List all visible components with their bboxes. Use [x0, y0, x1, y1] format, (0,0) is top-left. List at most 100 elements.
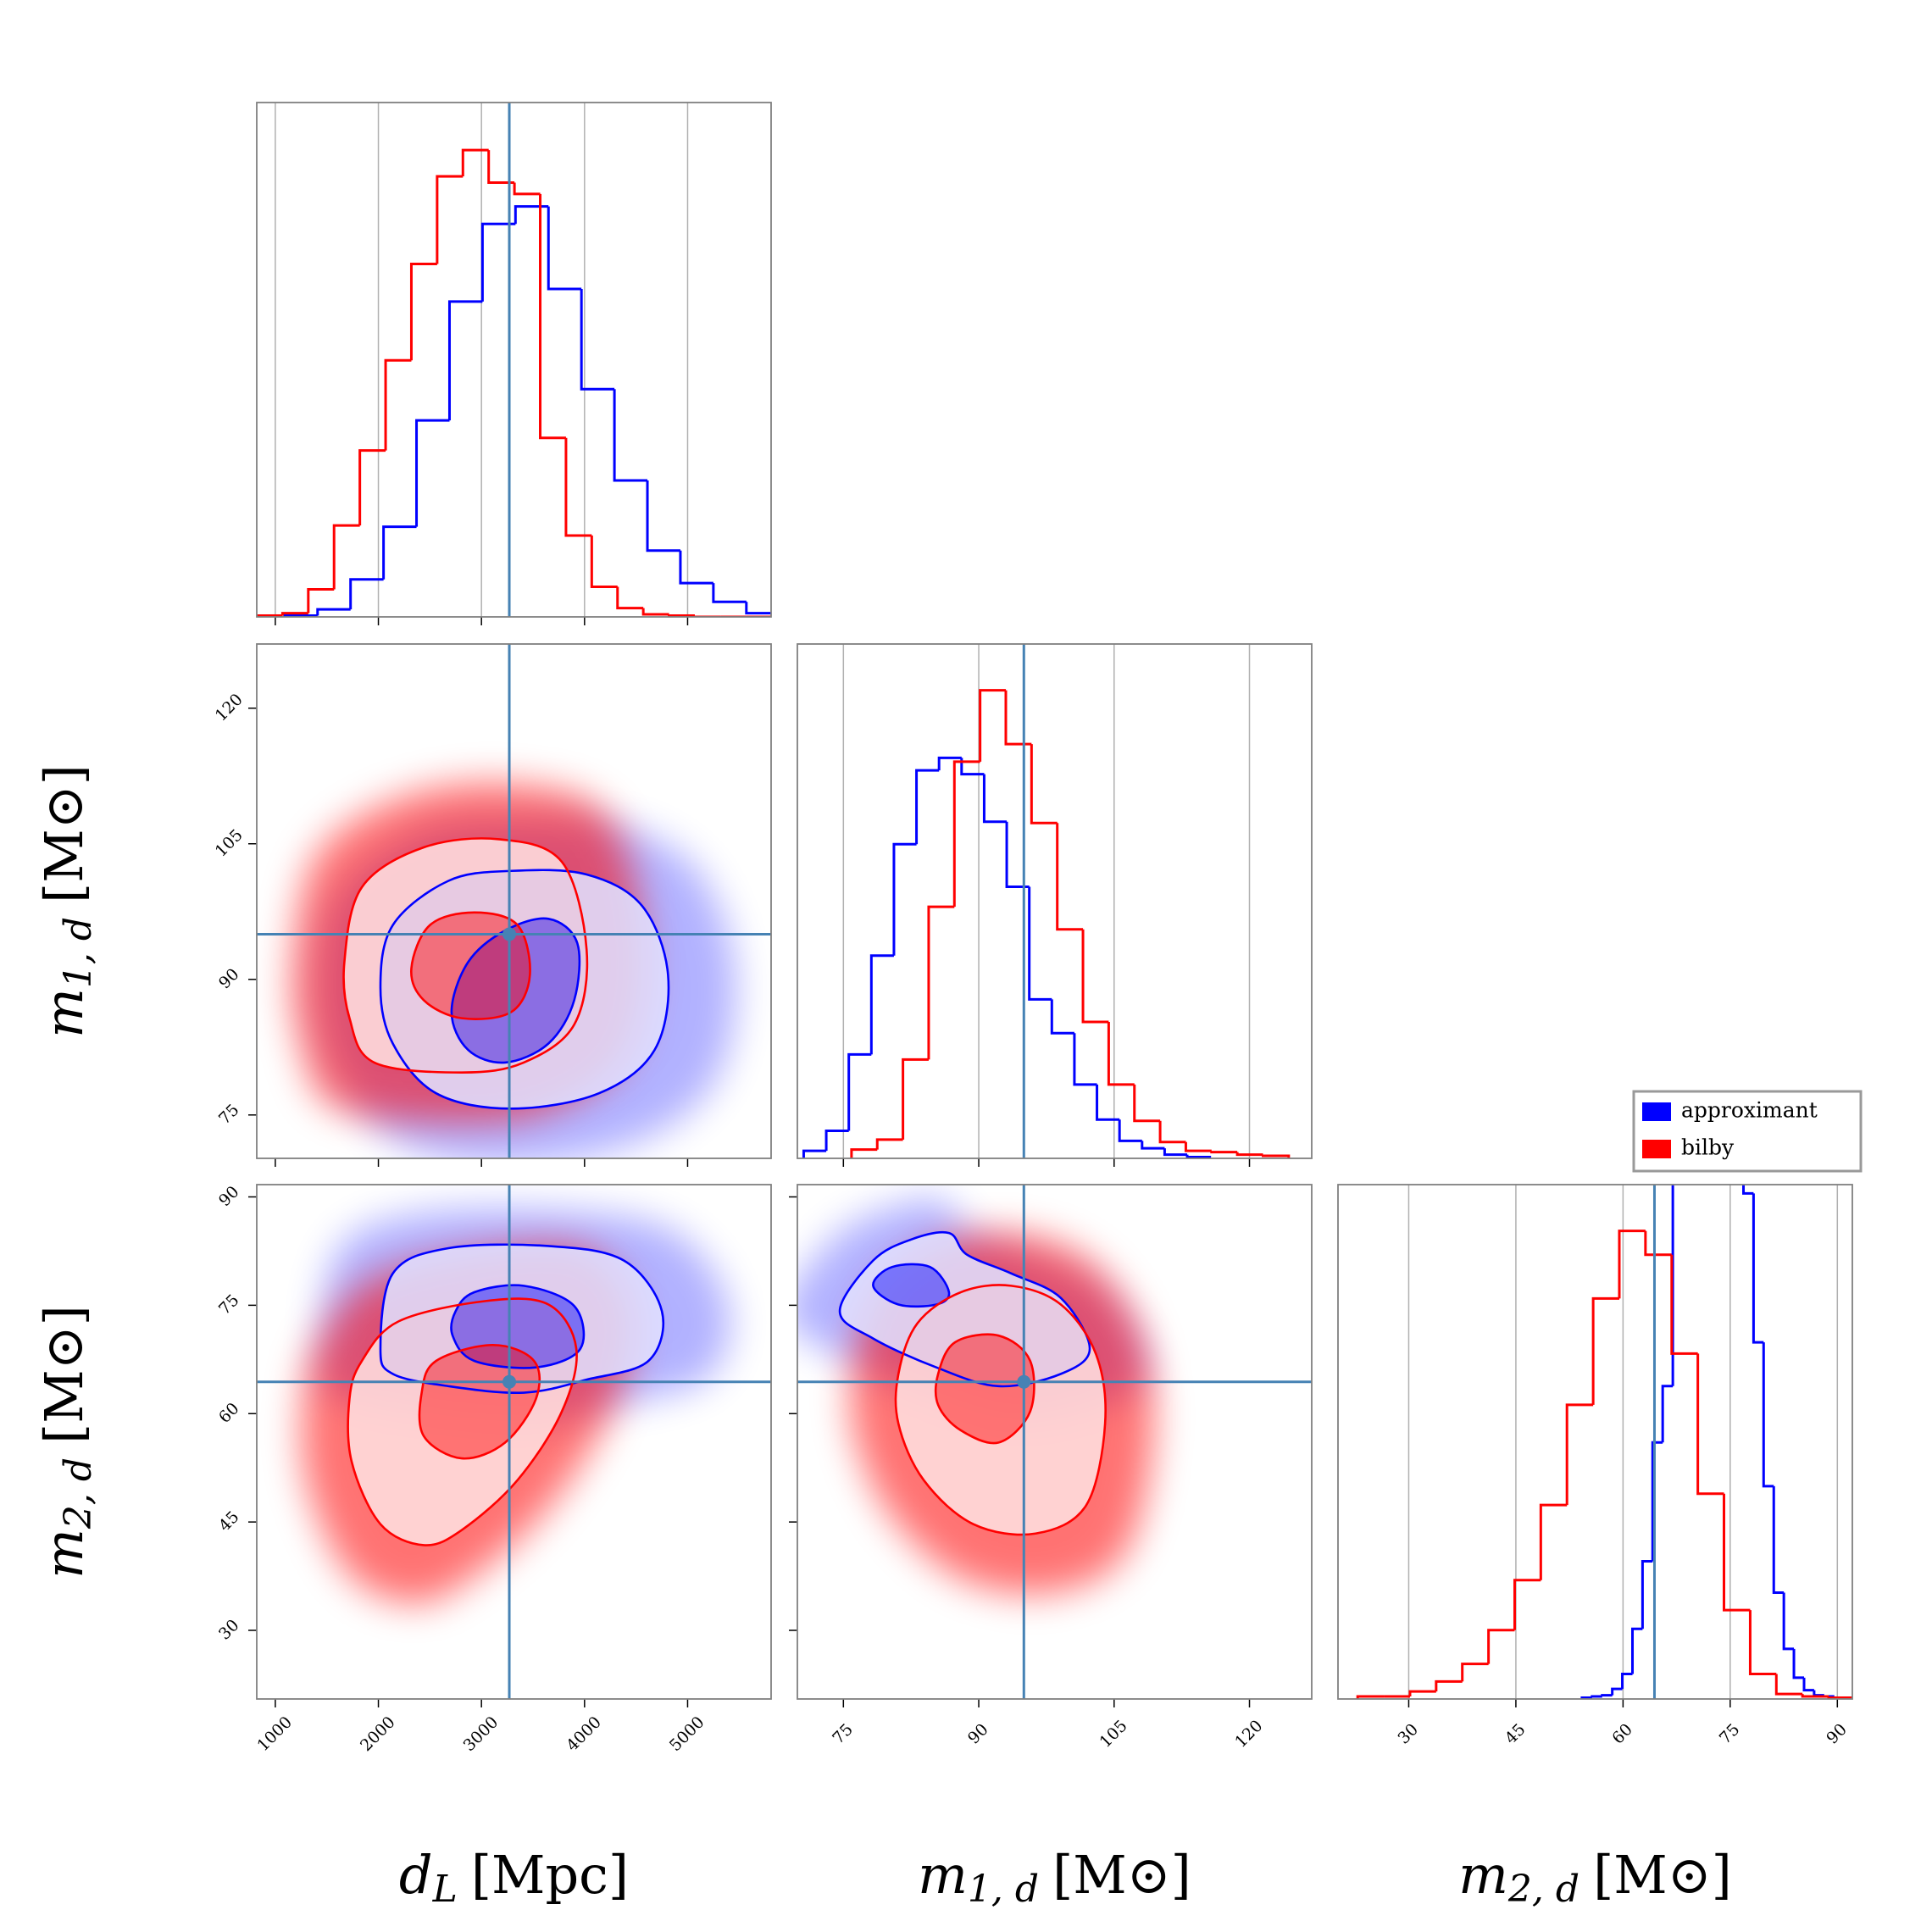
hist-step — [1073, 1033, 1097, 1086]
hist-step — [1641, 1560, 1653, 1629]
hist-step — [1752, 1193, 1764, 1344]
hist-step — [1792, 1648, 1805, 1679]
hist-step — [1651, 1441, 1663, 1562]
label-symbol: d — [399, 1844, 433, 1906]
hist-step — [1782, 1592, 1795, 1651]
hist-step — [641, 608, 669, 616]
hist-step — [1670, 1254, 1698, 1355]
hist-step — [358, 449, 386, 526]
label-subscript: 1, d — [968, 1868, 1039, 1911]
hist-step — [1030, 744, 1058, 824]
hist-step — [1774, 1674, 1803, 1696]
hist-step — [409, 263, 437, 361]
hist-step — [1261, 1154, 1291, 1158]
label-symbol: m — [1458, 1844, 1508, 1906]
hist-step — [1827, 1696, 1852, 1699]
hist-step — [802, 1149, 827, 1158]
hist-step — [616, 586, 644, 610]
contour-line — [872, 1263, 951, 1308]
hist-step — [415, 419, 450, 527]
hist-step — [1118, 1119, 1142, 1142]
axes-frame — [797, 643, 1313, 1159]
hist-step — [1802, 1677, 1814, 1692]
contour-fill — [343, 838, 587, 1073]
label-subscript: L — [432, 1868, 458, 1911]
hist-step — [693, 615, 721, 617]
hist-step — [1141, 1141, 1165, 1150]
hist-step — [712, 583, 747, 603]
x-tick-label: 75 — [1716, 1720, 1744, 1748]
contour-line — [418, 1343, 541, 1460]
x-tick-label: 5000 — [666, 1713, 708, 1755]
panel — [802, 644, 1291, 1158]
hist-step — [668, 614, 695, 617]
hist-step — [613, 389, 648, 482]
hist-step — [937, 756, 962, 771]
x-tick-label: 90 — [1823, 1720, 1851, 1748]
hist-step — [915, 769, 940, 845]
truth-point — [502, 927, 517, 941]
panel — [257, 1185, 771, 1699]
hist-step — [850, 1148, 878, 1158]
hist-step — [1801, 1694, 1829, 1698]
hist-step — [1133, 1084, 1161, 1123]
hist-step — [892, 842, 917, 956]
hist-step — [646, 480, 680, 552]
label-unit: [Mpc] — [471, 1844, 629, 1906]
hist-step — [1107, 1022, 1135, 1086]
contour-line — [450, 1284, 586, 1369]
density-core — [935, 1334, 1035, 1444]
hist-step — [513, 182, 541, 196]
label-unit: [M⊙] — [33, 764, 95, 903]
x-tick-label: 60 — [1608, 1720, 1636, 1748]
hist-step — [1644, 1230, 1672, 1257]
density-fill — [840, 1232, 1091, 1386]
label-subscript: 2, d — [57, 1457, 100, 1530]
x-tick-label: 75 — [829, 1720, 857, 1748]
contour-fill — [347, 1298, 577, 1546]
density-core — [873, 1263, 950, 1307]
label-unit: [M⊙] — [1593, 1844, 1732, 1906]
hist-step — [1742, 1185, 1754, 1195]
hist-step — [307, 588, 335, 613]
hist-step — [875, 1138, 903, 1150]
hist-step — [1004, 690, 1032, 746]
hist-step — [1734, 998, 1744, 1098]
hist-step — [316, 608, 351, 616]
y-tick-label: 60 — [215, 1399, 243, 1427]
x-tick-label: 2000 — [357, 1713, 399, 1755]
hist-step — [384, 358, 412, 451]
hist-step — [1696, 1353, 1724, 1496]
hist-step — [960, 758, 985, 776]
label-symbol: m — [918, 1844, 968, 1906]
x-axis-label: dL [Mpc] — [399, 1844, 629, 1910]
x-tick-label: 45 — [1502, 1720, 1530, 1748]
hist-step — [564, 437, 592, 537]
legend-label: bilby — [1681, 1135, 1735, 1160]
hist-step — [1050, 999, 1074, 1035]
x-axis-label: m2, d [M⊙] — [1458, 1844, 1732, 1910]
legend: approximant bilby — [1632, 1090, 1863, 1173]
axes-frame — [1337, 1184, 1853, 1700]
contour-line — [342, 837, 589, 1074]
hist-step — [447, 300, 483, 421]
hist-step — [1408, 1690, 1436, 1697]
hist-step — [1356, 1695, 1385, 1699]
hist-step — [1611, 1687, 1623, 1696]
label-unit: [M⊙] — [1052, 1844, 1191, 1906]
x-tick-label: 4000 — [563, 1713, 605, 1755]
hist-step — [1235, 1152, 1263, 1157]
x-axis-label: m1, d [M⊙] — [918, 1844, 1191, 1910]
contour-line — [410, 911, 531, 1020]
label-unit: [M⊙] — [33, 1305, 95, 1444]
hist-step — [1081, 929, 1109, 1024]
hist-step — [927, 905, 955, 1060]
hist-step — [902, 1058, 929, 1140]
hist-step — [1631, 1627, 1643, 1674]
panel — [1356, 998, 1852, 1699]
hist-step — [1591, 1695, 1602, 1698]
axes-frame — [256, 102, 772, 618]
hist-step — [1163, 1148, 1188, 1157]
hist-step — [580, 289, 615, 391]
